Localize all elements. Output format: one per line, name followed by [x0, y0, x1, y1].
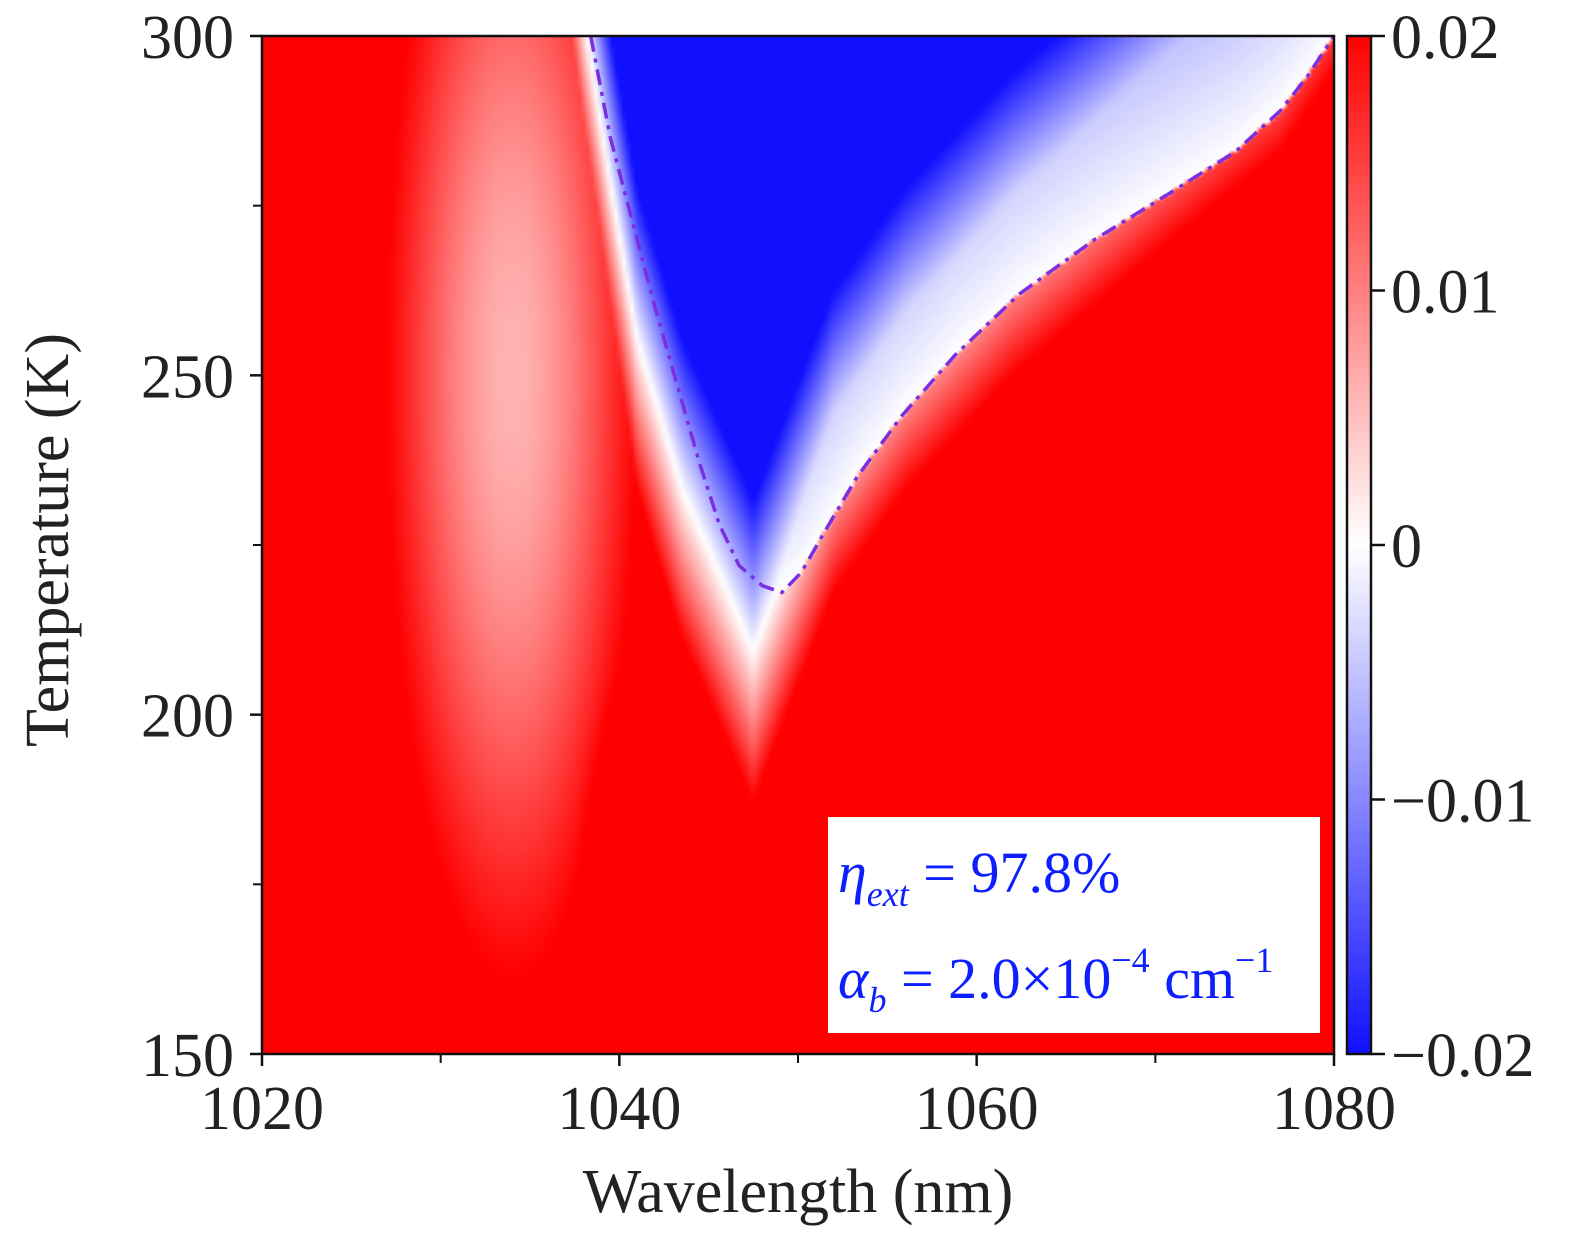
y-tick-label: 150 [141, 1022, 234, 1090]
alpha-value: = 2.0×10 [886, 946, 1111, 1011]
x-axis-ticks: 1020 1040 1060 1080 [200, 1054, 1396, 1143]
y-axis-ticks: 150 200 250 300 [141, 4, 262, 1090]
colorbar-tick-label: 0.01 [1391, 259, 1500, 327]
alpha-unit-exponent: −1 [1235, 940, 1273, 980]
x-axis-title: Wavelength (nm) [583, 1158, 1014, 1226]
colorbar-tick-label: −0.02 [1391, 1022, 1534, 1090]
y-tick-label: 250 [141, 343, 234, 411]
colorbar-gradient [1347, 36, 1371, 1054]
annotation-line-eta: ηext = 97.8% [838, 840, 1120, 914]
x-tick-label: 1080 [1272, 1075, 1396, 1143]
x-tick-label: 1040 [557, 1075, 681, 1143]
zero-contour-line [588, 36, 1334, 595]
y-tick-label: 200 [141, 683, 234, 751]
x-tick-label: 1020 [200, 1075, 324, 1143]
eta-subscript: ext [867, 874, 910, 914]
annotation-box: ηext = 97.8% αb = 2.0×10−4 cm−1 [828, 817, 1320, 1033]
alpha-unit: cm [1150, 946, 1235, 1011]
alpha-exponent: −4 [1111, 940, 1149, 980]
annotation-line-alpha: αb = 2.0×10−4 cm−1 [838, 940, 1273, 1020]
eta-symbol: η [838, 840, 867, 905]
colorbar-tick-label: −0.01 [1391, 768, 1534, 836]
colorbar: 0.02 0.01 0 −0.01 −0.02 [1345, 4, 1534, 1090]
colorbar-tick-label: 0.02 [1391, 4, 1500, 72]
x-tick-label: 1060 [915, 1075, 1039, 1143]
y-axis-title: Temperature (K) [14, 333, 82, 747]
colorbar-ticks: 0.02 0.01 0 −0.01 −0.02 [1371, 4, 1534, 1090]
annotation-background [828, 817, 1320, 1033]
alpha-subscript: b [868, 980, 886, 1020]
y-tick-label: 300 [141, 4, 234, 72]
colorbar-tick-label: 0 [1391, 513, 1422, 581]
alpha-symbol: α [838, 946, 870, 1011]
eta-value: = 97.8% [909, 840, 1121, 905]
